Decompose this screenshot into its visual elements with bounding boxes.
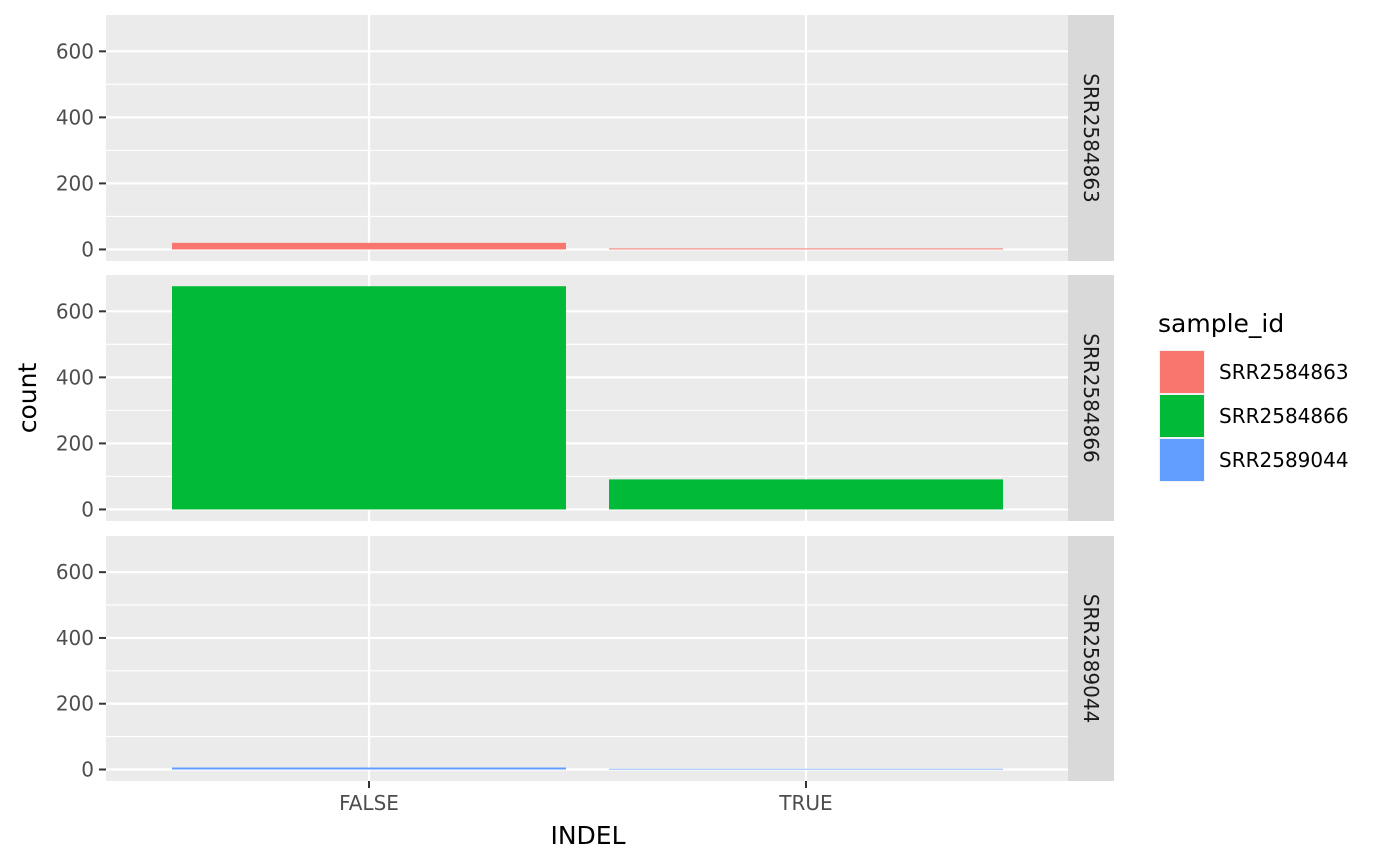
y-tick-label: 400	[56, 365, 94, 389]
facet-strip	[1068, 536, 1114, 781]
facet-panels: 0 200 400 600 SRR2584863 0 200 400 600 SRR2584866…	[56, 15, 1114, 781]
y-tick-label: 600	[56, 560, 94, 584]
facet-strip-label: SRR2589044	[1079, 594, 1103, 724]
y-tick-label: 600	[56, 299, 94, 323]
x-axis-title: INDEL	[550, 821, 625, 850]
panel-background	[106, 536, 1068, 781]
legend-key	[1160, 395, 1204, 437]
y-tick-label: 600	[56, 39, 94, 63]
y-tick-label: 400	[56, 626, 94, 650]
bar	[172, 286, 566, 510]
legend: sample_id SRR2584863 SRR2584866 SRR2589044	[1158, 309, 1349, 482]
y-tick-label: 400	[56, 105, 94, 129]
x-tick-label: FALSE	[339, 791, 399, 815]
facet-strip	[1068, 275, 1114, 521]
facet-panel: 0 200 400 600 SRR2584863	[56, 15, 1114, 261]
legend-title: sample_id	[1158, 309, 1284, 338]
facet-panel: 0 200 400 600 SRR2584866	[56, 275, 1114, 521]
x-axis: FALSE TRUE	[339, 781, 833, 815]
facet-strip-label: SRR2584863	[1079, 73, 1103, 203]
panel-background	[106, 15, 1068, 261]
y-axis-title: count	[13, 363, 42, 434]
y-tick-label: 200	[56, 171, 94, 195]
x-tick-label: TRUE	[778, 791, 832, 815]
legend-entry-label: SRR2589044	[1219, 448, 1349, 472]
facet-panel: 0 200 400 600 SRR2589044	[56, 536, 1114, 781]
bar	[609, 768, 1003, 770]
bar	[609, 479, 1003, 510]
facet-strip	[1068, 15, 1114, 261]
y-tick-label: 200	[56, 431, 94, 455]
bar	[172, 767, 566, 770]
legend-entry-label: SRR2584866	[1219, 404, 1349, 428]
y-tick-label: 0	[81, 497, 94, 521]
y-tick-label: 0	[81, 237, 94, 261]
facet-strip-label: SRR2584866	[1079, 333, 1103, 463]
y-tick-label: 200	[56, 692, 94, 716]
y-tick-label: 0	[81, 757, 94, 781]
bar	[172, 242, 566, 250]
legend-entry-label: SRR2584863	[1219, 360, 1349, 384]
bar	[609, 248, 1003, 250]
legend-key	[1160, 351, 1204, 393]
legend-key	[1160, 439, 1204, 481]
